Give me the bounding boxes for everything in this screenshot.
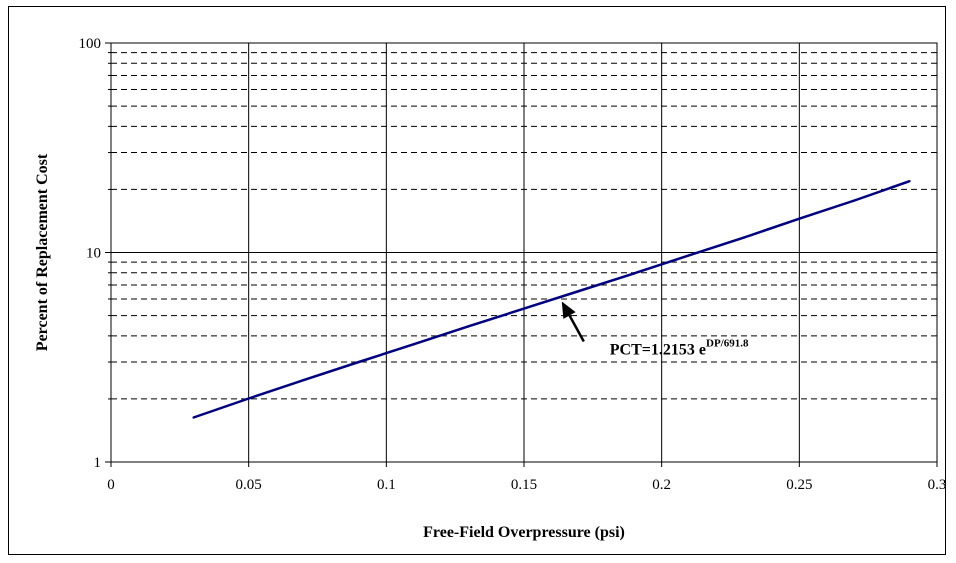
- series-point: [247, 397, 250, 400]
- y-tick-label: 100: [79, 36, 102, 52]
- series-points: [192, 179, 911, 419]
- x-axis-ticks: 0 0.05 0.1 0.15 0.2 0.25 0.3: [107, 462, 946, 493]
- series-point: [853, 199, 856, 202]
- y-tick-label: 10: [86, 246, 101, 262]
- annotation-text: PCT=1.2153 eDP/691.8: [610, 337, 749, 358]
- series-point: [192, 416, 195, 419]
- series-point: [743, 236, 746, 239]
- series-point: [688, 254, 691, 257]
- grid: [111, 43, 937, 462]
- x-tick-label: 0.3: [928, 477, 947, 493]
- series-point: [357, 360, 360, 364]
- series-point: [302, 378, 305, 382]
- x-tick-label: 0.15: [511, 477, 537, 493]
- series-point: [412, 342, 416, 346]
- series-point: [908, 179, 911, 183]
- x-tick-label: 0.25: [786, 477, 812, 493]
- x-tick-label: 0.1: [377, 477, 396, 493]
- x-tick-label: 0.05: [236, 477, 262, 493]
- series-point: [632, 272, 636, 275]
- x-axis-label: Free-Field Overpressure (psi): [423, 524, 625, 541]
- annotation-arrow: [565, 309, 585, 343]
- series-point: [467, 324, 471, 328]
- equation-annotation: PCT=1.2153 eDP/691.8: [561, 301, 749, 358]
- chart-svg: 0 0.05 0.1 0.15 0.2 0.25 0.3 1 10 100 PCT=1.2153…: [34, 36, 946, 541]
- series-point: [577, 289, 581, 293]
- series-point: [798, 217, 801, 220]
- series-line: [193, 180, 910, 419]
- y-tick-label: 1: [94, 455, 102, 471]
- series-point: [522, 307, 526, 310]
- y-axis-label: Percent of Replacement Cost: [34, 153, 51, 351]
- annotation-arrow-head: [561, 301, 576, 319]
- chart-frame: 0 0.05 0.1 0.15 0.2 0.25 0.3 1 10 100 PCT=1.2153…: [8, 6, 946, 555]
- x-tick-label: 0.2: [652, 477, 671, 493]
- x-tick-label: 0: [107, 477, 115, 493]
- y-axis-ticks: 1 10 100: [79, 36, 111, 471]
